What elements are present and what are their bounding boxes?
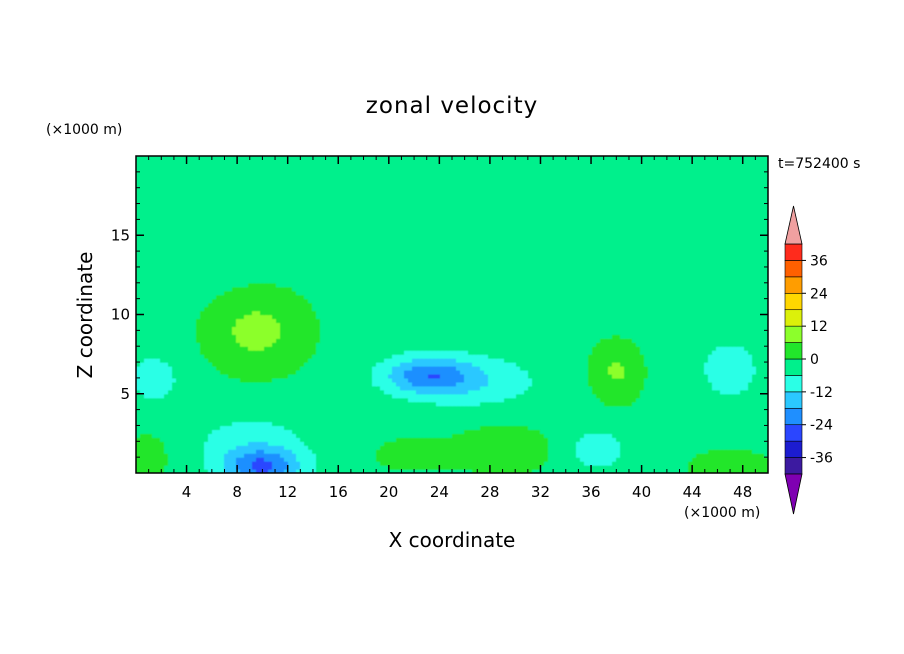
x-tick-label: 12 [278, 483, 297, 501]
x-tick-label: 32 [531, 483, 550, 501]
colorbar-segment [784, 325, 803, 343]
colorbar-segment [784, 407, 803, 426]
x-tick-label: 40 [632, 483, 651, 501]
x-unit-label: (×1000 m) [684, 505, 760, 521]
x-tick-label: 16 [329, 483, 348, 501]
colorbar-tick-label: -36 [810, 451, 833, 467]
y-tick-label: 10 [111, 306, 130, 324]
colorbar-segment [784, 375, 803, 393]
colorbar-max-triangle [784, 205, 803, 245]
x-tick-label: 24 [430, 483, 449, 501]
x-tick-label: 20 [379, 483, 398, 501]
colorbar-tick-label: -24 [810, 418, 833, 434]
contour-field [136, 156, 768, 473]
colorbar-segment [784, 457, 803, 475]
x-tick-label: 36 [581, 483, 600, 501]
x-tick-label: 28 [480, 483, 499, 501]
colorbar-segment [784, 358, 803, 376]
colorbar-tick-label: 0 [810, 352, 819, 368]
colorbar-segment [784, 342, 803, 360]
chart-title: zonal velocity [366, 93, 538, 119]
colorbar-min-triangle [784, 473, 803, 515]
colorbar-segment [784, 440, 803, 458]
colorbar-segment [784, 424, 803, 442]
colorbar-tick-label: -12 [810, 385, 833, 401]
colorbar-segment [784, 243, 803, 261]
colorbar-segment [784, 276, 803, 294]
time-label: t=752400 s [778, 156, 860, 172]
colorbar-segment [784, 260, 803, 278]
colorbar-tick-label: 36 [810, 253, 828, 269]
y-axis: 5 10 15 [111, 171, 768, 458]
colorbar-tick-label: 12 [810, 319, 828, 335]
colorbar: 36 24 12 0 -12 -24 -36 [784, 205, 833, 515]
x-tick-label: 48 [733, 483, 752, 501]
colorbar-segment [784, 391, 803, 409]
y-tick-label: 15 [111, 226, 130, 244]
x-tick-label: 44 [683, 483, 702, 501]
x-tick-label: 4 [182, 483, 192, 501]
colorbar-segment [784, 292, 803, 311]
x-axis-label: X coordinate [389, 528, 516, 552]
y-axis-label: Z coordinate [73, 252, 97, 379]
x-tick-label: 8 [232, 483, 242, 501]
y-tick-label: 5 [120, 385, 130, 403]
colorbar-tick-label: 24 [810, 286, 828, 302]
y-unit-label: (×1000 m) [46, 122, 122, 138]
colorbar-segment [784, 309, 803, 327]
x-axis: 4 8 12 16 20 24 28 32 36 40 44 48 [148, 156, 756, 501]
